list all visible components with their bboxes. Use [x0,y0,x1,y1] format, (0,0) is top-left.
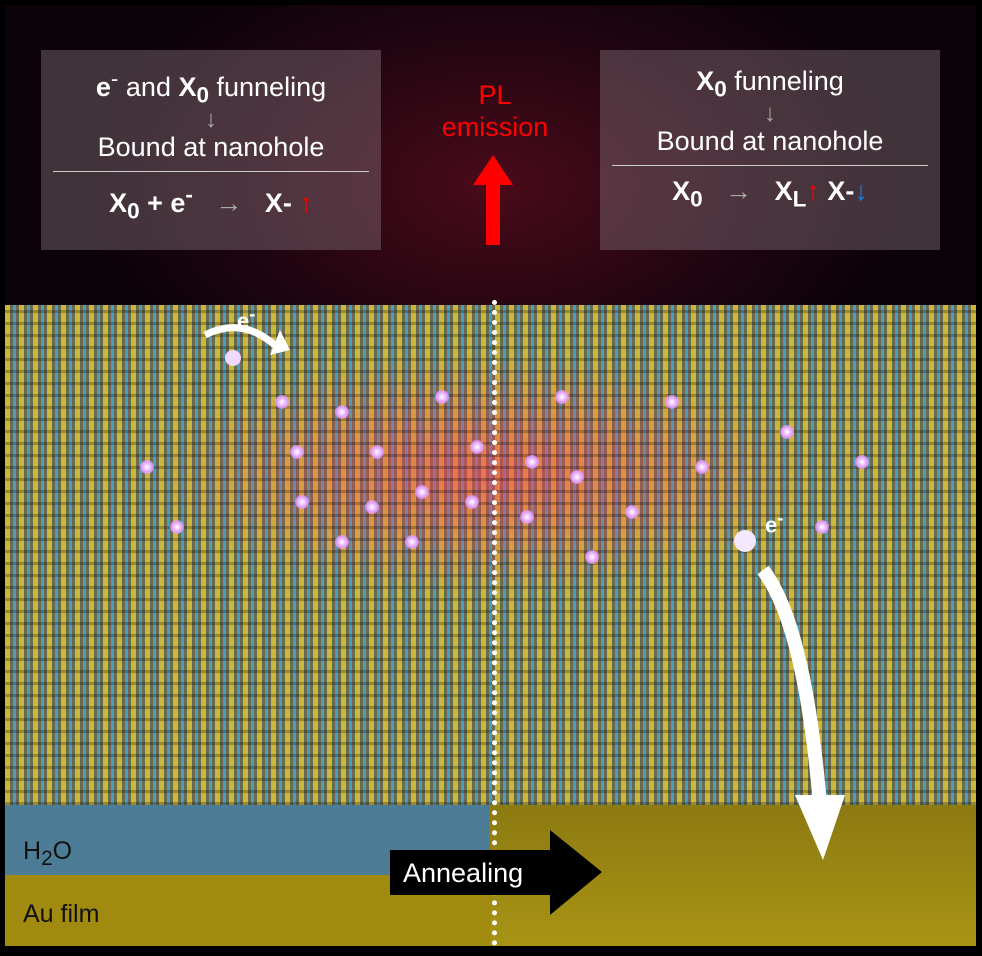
left-equation: X0 + e- → X- ↑ [109,182,313,224]
up-arrow-icon: ↑ [299,188,313,219]
exciton [555,390,569,404]
divider [53,171,369,173]
exciton [465,495,479,509]
divider [612,165,928,167]
exciton [335,535,349,549]
exciton [435,390,449,404]
exciton [295,495,309,509]
left-info-box: e- and X0 funneling ↓ Bound at nanohole … [41,50,381,250]
right-arrow-icon: → [215,188,243,219]
water-label: H2O [23,837,73,870]
right-info-box: X0 funneling ↓ Bound at nanohole X0 → XL… [600,50,940,250]
left-line1: e- and X0 funneling [95,66,327,108]
exciton [290,445,304,459]
electron-label-left: e- [237,303,256,334]
exciton [365,500,379,514]
exciton [570,470,584,484]
right-arrow-icon: → [725,176,753,207]
down-arrow-blue-icon: ↓ [854,176,868,207]
exciton [815,520,829,534]
electron-left [225,350,241,366]
pl-up-arrow-icon [473,155,513,245]
left-line2: Bound at nanohole [97,132,325,163]
exciton [665,395,679,409]
annealing-label: Annealing [403,858,524,888]
right-equation: X0 → XL↑ X-↓ [672,176,868,212]
divider-dotted-line [492,300,497,946]
exciton [275,395,289,409]
exciton [855,455,869,469]
exciton [625,505,639,519]
exciton [370,445,384,459]
exciton [405,535,419,549]
exciton [140,460,154,474]
exciton [780,425,794,439]
electron-right [734,530,756,552]
au-film-label: Au film [23,900,100,928]
exciton [525,455,539,469]
electron-arrows [203,324,845,860]
exciton [520,510,534,524]
up-arrow-icon: ↑ [806,176,820,207]
annealing-arrow [390,830,602,915]
scene: e- and X0 funneling ↓ Bound at nanohole … [5,5,976,946]
curved-arrow-down [757,565,827,806]
down-arrow-icon: ↓ [205,106,217,134]
exciton [170,520,184,534]
exciton [470,440,484,454]
exciton [415,485,429,499]
down-arrow-icon: ↓ [764,100,776,128]
right-line2: Bound at nanohole [656,126,884,157]
exciton [335,405,349,419]
pl-emission-label: PL emission [441,80,549,142]
curved-arrow-left [203,324,283,353]
exciton [695,460,709,474]
right-line1: X0 funneling [696,66,844,102]
exciton [585,550,599,564]
electron-label-right: e- [765,507,784,538]
